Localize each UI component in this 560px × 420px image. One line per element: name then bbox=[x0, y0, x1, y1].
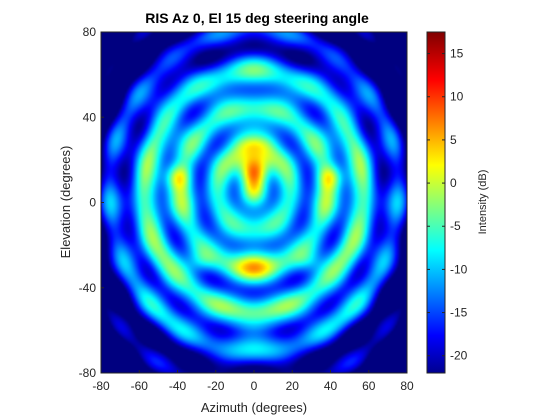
colorbar-tick-label: -20 bbox=[450, 349, 468, 363]
colorbar-tick-label: -15 bbox=[450, 306, 468, 320]
colorbar-tick-label: 5 bbox=[450, 133, 457, 147]
colorbar-tick-label: -10 bbox=[450, 262, 468, 276]
x-tick-label: 0 bbox=[251, 379, 258, 393]
y-tick-label: -80 bbox=[79, 366, 97, 380]
colorbar-ticks: 15 10 5 0 -5 -10 -15 -20 bbox=[427, 47, 468, 363]
x-tick-label: -20 bbox=[207, 379, 225, 393]
x-tick-label: 60 bbox=[362, 379, 376, 393]
y-tick-label: 40 bbox=[83, 110, 97, 124]
colorbar-strip bbox=[426, 31, 446, 374]
x-tick-label: 20 bbox=[286, 379, 300, 393]
colorbar-tick-label: -5 bbox=[450, 219, 461, 233]
y-axis-label: Elevation (degrees) bbox=[58, 146, 73, 259]
x-tick-label: -40 bbox=[169, 379, 187, 393]
x-tick-label: -60 bbox=[131, 379, 149, 393]
y-tick-label: 0 bbox=[89, 196, 96, 210]
x-tick-label: 80 bbox=[400, 379, 414, 393]
y-axis: -80 -40 0 40 80 bbox=[79, 25, 104, 380]
colorbar-tick-label: 0 bbox=[450, 176, 457, 190]
x-tick-label: 40 bbox=[324, 379, 338, 393]
colorbar-tick-label: 15 bbox=[450, 47, 464, 61]
x-axis: -80 -60 -40 -20 0 20 40 60 80 bbox=[92, 370, 414, 393]
x-tick-label: -80 bbox=[92, 379, 110, 393]
heatmap-canvas bbox=[101, 32, 407, 373]
y-tick-label: 80 bbox=[83, 25, 97, 39]
heatmap-plot bbox=[100, 31, 408, 374]
y-tick-label: -40 bbox=[79, 281, 97, 295]
colorbar: 15 10 5 0 -5 -10 -15 -20 Intensity (dB) bbox=[426, 31, 489, 374]
chart-title: RIS Az 0, El 15 deg steering angle bbox=[145, 10, 369, 26]
x-axis-label: Azimuth (degrees) bbox=[201, 400, 307, 415]
colorbar-tick-label: 10 bbox=[450, 90, 464, 104]
colorbar-label: Intensity (dB) bbox=[477, 170, 489, 235]
